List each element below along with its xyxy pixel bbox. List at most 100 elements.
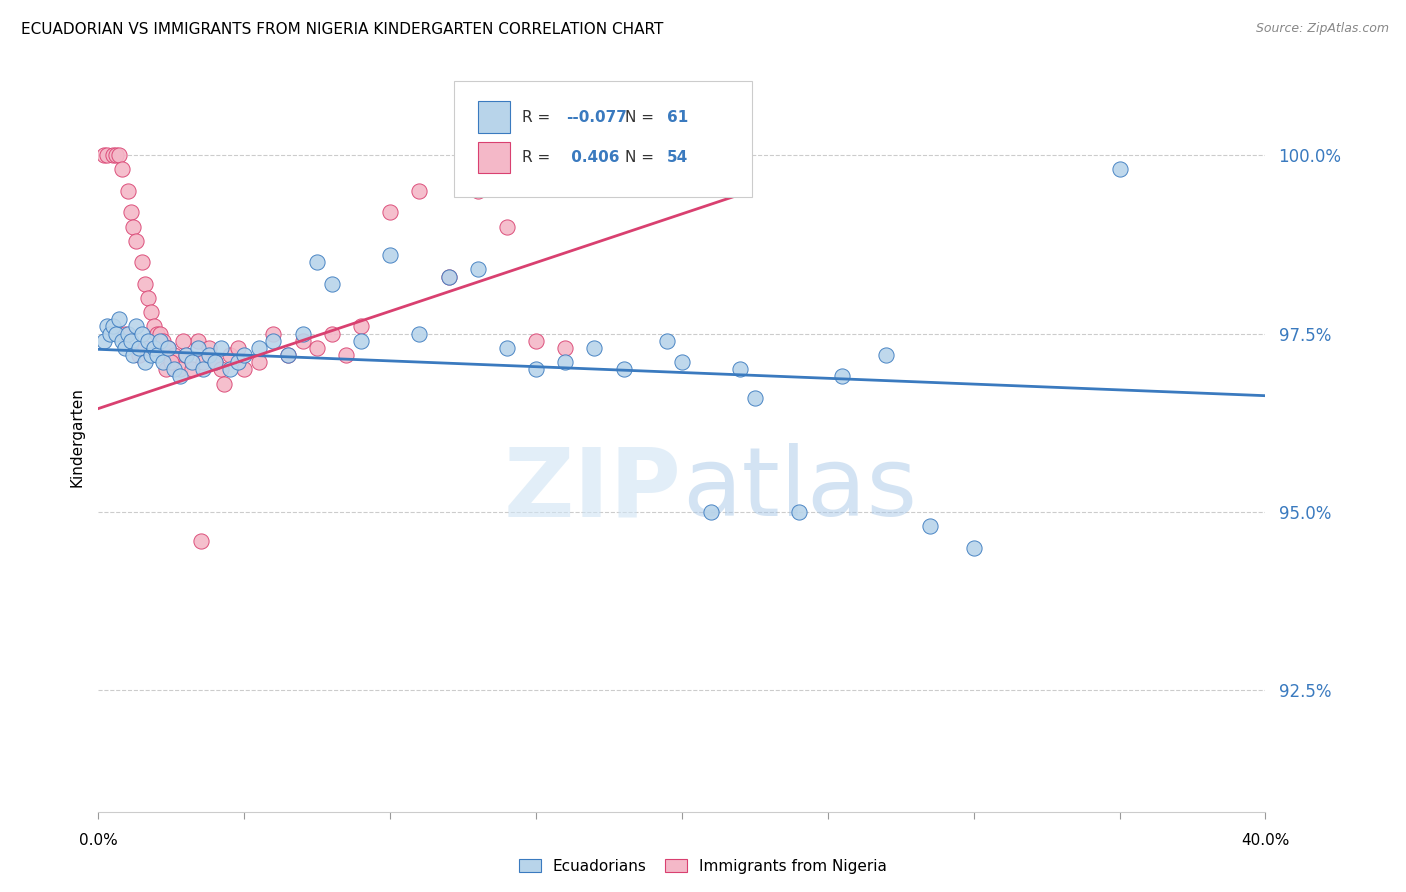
Point (524, 334, 547, 348)
Point (187, 334, 209, 348)
Point (142, 319, 165, 334)
Point (496, 219, 519, 234)
Point (380, 248, 402, 262)
Point (730, 362, 752, 376)
Point (218, 348, 240, 362)
Text: R =: R = (522, 150, 555, 165)
Point (169, 369, 191, 384)
Point (307, 255, 329, 269)
Point (96, 319, 118, 334)
Text: N =: N = (624, 150, 658, 165)
Point (193, 362, 215, 376)
Point (174, 348, 197, 362)
Point (139, 305, 162, 319)
Point (122, 219, 145, 234)
Point (180, 355, 202, 369)
Point (247, 341, 270, 355)
Text: R =: R = (522, 110, 555, 125)
Point (700, 505, 723, 519)
Point (104, 326, 127, 341)
Point (524, 362, 547, 376)
Text: atlas: atlas (682, 443, 917, 536)
Text: ZIP: ZIP (503, 443, 682, 536)
Point (101, 319, 124, 334)
Text: ECUADORIAN VS IMMIGRANTS FROM NIGERIA KINDERGARTEN CORRELATION CHART: ECUADORIAN VS IMMIGRANTS FROM NIGERIA KI… (21, 22, 664, 37)
Point (125, 319, 148, 334)
Point (174, 348, 197, 362)
Point (198, 348, 221, 362)
Point (831, 369, 853, 384)
Point (335, 348, 357, 362)
Point (98, 326, 121, 341)
Point (111, 162, 134, 177)
Point (277, 348, 299, 362)
Point (187, 341, 209, 355)
Point (212, 376, 235, 391)
Point (408, 326, 430, 341)
Point (169, 362, 191, 376)
Point (180, 362, 202, 376)
Point (108, 312, 131, 326)
Point (744, 391, 766, 405)
Point (247, 355, 270, 369)
FancyBboxPatch shape (454, 81, 752, 197)
Point (204, 355, 226, 369)
Text: Source: ZipAtlas.com: Source: ZipAtlas.com (1256, 22, 1389, 36)
Point (163, 362, 186, 376)
Point (152, 334, 174, 348)
Text: 0.406: 0.406 (567, 150, 620, 165)
Point (918, 519, 941, 533)
Point (131, 255, 153, 269)
Point (149, 334, 172, 348)
Point (190, 533, 212, 548)
Point (149, 326, 172, 341)
Point (134, 341, 156, 355)
Legend: Ecuadorians, Immigrants from Nigeria: Ecuadorians, Immigrants from Nigeria (513, 853, 893, 880)
Point (136, 334, 159, 348)
Point (134, 277, 156, 291)
Point (155, 362, 177, 376)
Point (321, 326, 343, 341)
Text: 54: 54 (666, 150, 688, 165)
Point (96, 148, 118, 162)
Point (193, 355, 215, 369)
Point (321, 277, 343, 291)
Text: 40.0%: 40.0% (1241, 833, 1289, 848)
Point (218, 362, 240, 376)
Point (209, 362, 232, 376)
Point (291, 326, 314, 341)
Point (93, 148, 115, 162)
Point (172, 334, 194, 348)
Point (583, 341, 606, 355)
Point (277, 348, 299, 362)
Point (1108, 162, 1130, 177)
Point (142, 341, 165, 355)
Point (554, 355, 576, 369)
Point (122, 348, 145, 362)
FancyBboxPatch shape (478, 102, 510, 133)
Point (291, 334, 314, 348)
Point (613, 362, 636, 376)
Text: --0.077: --0.077 (567, 110, 627, 125)
Point (787, 505, 810, 519)
Point (111, 334, 134, 348)
Point (307, 341, 329, 355)
Point (146, 348, 169, 362)
Point (875, 348, 897, 362)
Point (136, 291, 159, 305)
Point (233, 348, 256, 362)
Point (157, 341, 180, 355)
Point (120, 334, 142, 348)
Point (120, 205, 142, 219)
Point (467, 262, 489, 277)
Point (198, 341, 221, 355)
Point (408, 184, 430, 198)
Point (125, 234, 148, 248)
Point (380, 205, 402, 219)
Point (204, 355, 226, 369)
Text: 0.0%: 0.0% (79, 833, 118, 848)
Point (228, 341, 250, 355)
Point (496, 341, 519, 355)
Point (131, 326, 153, 341)
Point (962, 541, 984, 555)
